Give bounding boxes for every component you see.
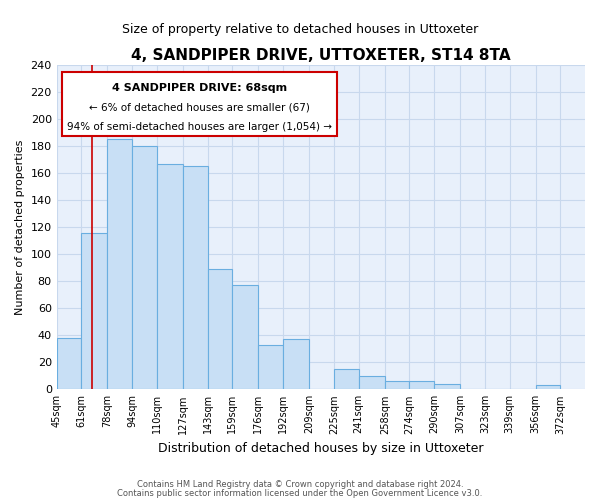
X-axis label: Distribution of detached houses by size in Uttoxeter: Distribution of detached houses by size …	[158, 442, 484, 455]
Bar	[434, 384, 460, 390]
Bar	[385, 381, 409, 390]
Bar	[259, 344, 283, 390]
Bar	[359, 376, 385, 390]
Text: Size of property relative to detached houses in Uttoxeter: Size of property relative to detached ho…	[122, 22, 478, 36]
Bar	[56, 338, 82, 390]
Bar	[232, 286, 259, 390]
Title: 4, SANDPIPER DRIVE, UTTOXETER, ST14 8TA: 4, SANDPIPER DRIVE, UTTOXETER, ST14 8TA	[131, 48, 511, 62]
Bar	[409, 381, 434, 390]
Bar	[183, 166, 208, 390]
Bar	[107, 140, 132, 390]
Y-axis label: Number of detached properties: Number of detached properties	[15, 140, 25, 315]
Text: Contains public sector information licensed under the Open Government Licence v3: Contains public sector information licen…	[118, 488, 482, 498]
Bar	[208, 269, 232, 390]
Bar	[157, 164, 183, 390]
Bar	[132, 146, 157, 390]
Text: Contains HM Land Registry data © Crown copyright and database right 2024.: Contains HM Land Registry data © Crown c…	[137, 480, 463, 489]
Bar	[82, 232, 107, 390]
Bar	[536, 386, 560, 390]
Text: 4 SANDPIPER DRIVE: 68sqm: 4 SANDPIPER DRIVE: 68sqm	[112, 83, 287, 93]
Bar	[283, 340, 309, 390]
FancyBboxPatch shape	[62, 72, 337, 136]
Text: 94% of semi-detached houses are larger (1,054) →: 94% of semi-detached houses are larger (…	[67, 122, 332, 132]
Bar	[334, 369, 359, 390]
Text: ← 6% of detached houses are smaller (67): ← 6% of detached houses are smaller (67)	[89, 102, 310, 112]
